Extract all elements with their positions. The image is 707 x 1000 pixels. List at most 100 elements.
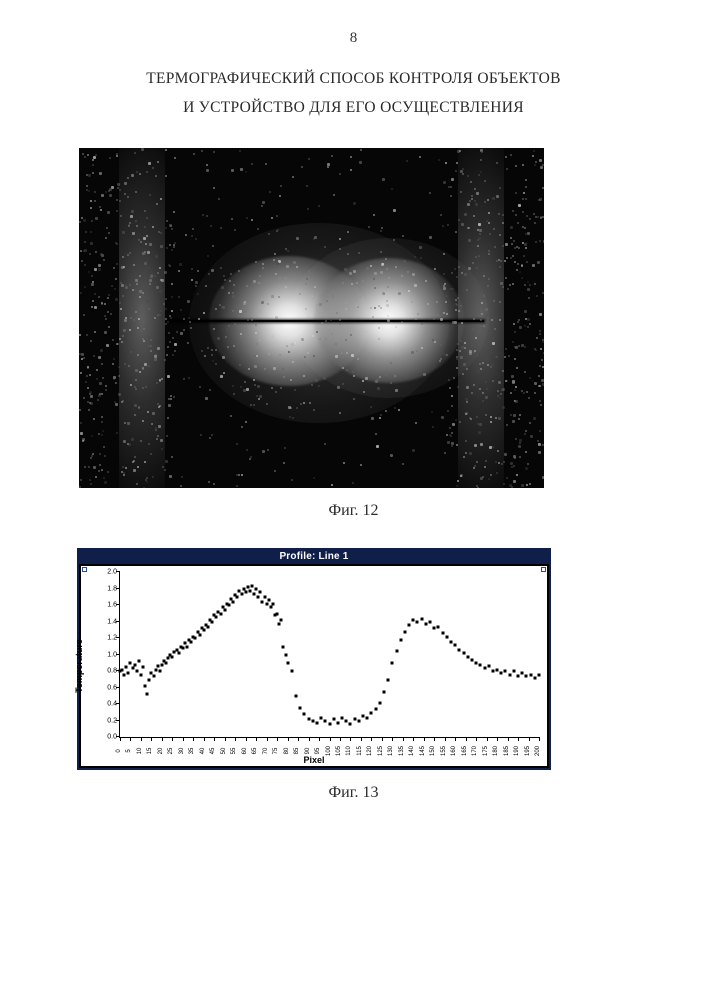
chart-data-point	[437, 625, 440, 628]
chart-x-tick-mark	[487, 737, 488, 741]
chart-data-point	[131, 667, 134, 670]
chart-data-point	[454, 643, 457, 646]
chart-x-tick-mark	[424, 737, 425, 741]
thermo-crack-line	[169, 320, 484, 322]
chart-data-point	[349, 723, 352, 726]
chart-x-tick: 135	[399, 746, 405, 756]
chart-data-point	[500, 672, 503, 675]
title-line-2: И УСТРОЙСТВО ДЛЯ ЕГО ОСУЩЕСТВЛЕНИЯ	[183, 99, 524, 116]
chart-data-point	[271, 602, 274, 605]
chart-x-tick: 195	[525, 746, 531, 756]
chart-x-tick-mark	[371, 737, 372, 741]
chart-x-tick-mark	[141, 737, 142, 741]
chart-data-point	[450, 640, 453, 643]
chart-handle-icon	[82, 567, 87, 572]
chart-data-point	[315, 721, 318, 724]
chart-x-tick: 35	[189, 748, 195, 755]
chart-data-point	[345, 719, 348, 722]
chart-x-tick: 30	[179, 748, 185, 755]
chart-x-tick: 0	[116, 750, 122, 753]
chart-x-tick-mark	[193, 737, 194, 741]
chart-data-point	[483, 667, 486, 670]
chart-data-point	[462, 652, 465, 655]
chart-data-point	[433, 627, 436, 630]
chart-data-point	[378, 701, 381, 704]
chart-data-point	[357, 719, 360, 722]
chart-data-point	[529, 673, 532, 676]
chart-data-point	[403, 630, 406, 633]
chart-data-point	[324, 719, 327, 722]
chart-x-tick: 115	[357, 747, 363, 757]
chart-data-point	[399, 639, 402, 642]
chart-x-tick: 200	[535, 746, 541, 756]
chart-y-tick: 1.6	[103, 602, 117, 609]
chart-data-point	[282, 645, 285, 648]
chart-x-tick-mark	[298, 737, 299, 741]
chart-data-point	[517, 675, 520, 678]
chart-data-point	[127, 672, 130, 675]
chart-x-tick-mark	[350, 737, 351, 741]
chart-data-point	[290, 670, 293, 673]
chart-data-point	[441, 632, 444, 635]
chart-data-point	[167, 657, 170, 660]
chart-data-point	[521, 672, 524, 675]
chart-data-point	[412, 619, 415, 622]
chart-x-tick-mark	[392, 737, 393, 741]
chart-window-title: Profile: Line 1	[79, 550, 549, 564]
chart-data-point	[504, 670, 507, 673]
chart-data-point	[284, 653, 287, 656]
chart-data-point	[487, 665, 490, 668]
chart-data-point	[154, 668, 157, 671]
chart-data-point	[142, 666, 145, 669]
chart-data-point	[255, 587, 258, 590]
chart-x-tick: 80	[284, 748, 290, 755]
chart-data-point	[223, 609, 226, 612]
chart-data-point	[387, 678, 390, 681]
chart-x-tick: 15	[147, 748, 153, 755]
chart-data-point	[538, 673, 541, 676]
chart-data-point	[144, 685, 147, 688]
chart-data-point	[232, 601, 235, 604]
chart-x-tick-mark	[529, 737, 530, 741]
chart-x-tick: 100	[326, 746, 332, 756]
chart-x-tick-mark	[256, 737, 257, 741]
chart-x-tick-mark	[361, 737, 362, 741]
chart-data-point	[240, 592, 243, 595]
chart-data-point	[320, 716, 323, 719]
chart-data-point	[382, 690, 385, 693]
chart-frame: Temperature Pixel 0.00.20.40.60.81.01.21…	[79, 564, 549, 768]
chart-data-point	[253, 592, 256, 595]
chart-data-point	[125, 666, 128, 669]
chart-x-tick: 150	[430, 746, 436, 756]
chart-data-point	[236, 596, 239, 599]
chart-x-tick: 65	[252, 748, 258, 755]
chart-data-point	[533, 676, 536, 679]
chart-y-tick: 1.2	[103, 635, 117, 642]
page-number: 8	[65, 30, 642, 47]
chart-data-point	[219, 612, 222, 615]
chart-x-tick-mark	[309, 737, 310, 741]
chart-data-point	[267, 599, 270, 602]
chart-x-tick-mark	[162, 737, 163, 741]
chart-x-tick-mark	[497, 737, 498, 741]
chart-data-point	[198, 634, 201, 637]
chart-data-point	[525, 675, 528, 678]
chart-data-point	[215, 615, 218, 618]
chart-y-tick: 0.8	[103, 668, 117, 675]
chart-data-point	[137, 660, 140, 663]
chart-x-tick-mark	[330, 737, 331, 741]
chart-x-tick-mark	[151, 737, 152, 741]
chart-x-tick-mark	[466, 737, 467, 741]
chart-data-point	[429, 620, 432, 623]
chart-data-point	[391, 662, 394, 665]
chart-x-tick: 50	[221, 748, 227, 755]
chart-data-point	[353, 718, 356, 721]
chart-y-tick: 2.0	[103, 569, 117, 576]
chart-data-point	[303, 713, 306, 716]
chart-x-tick: 55	[231, 748, 237, 755]
chart-x-tick-mark	[267, 737, 268, 741]
chart-x-tick: 40	[200, 748, 206, 755]
chart-data-point	[181, 647, 184, 650]
chart-data-point	[257, 596, 260, 599]
chart-x-tick: 10	[137, 748, 143, 755]
